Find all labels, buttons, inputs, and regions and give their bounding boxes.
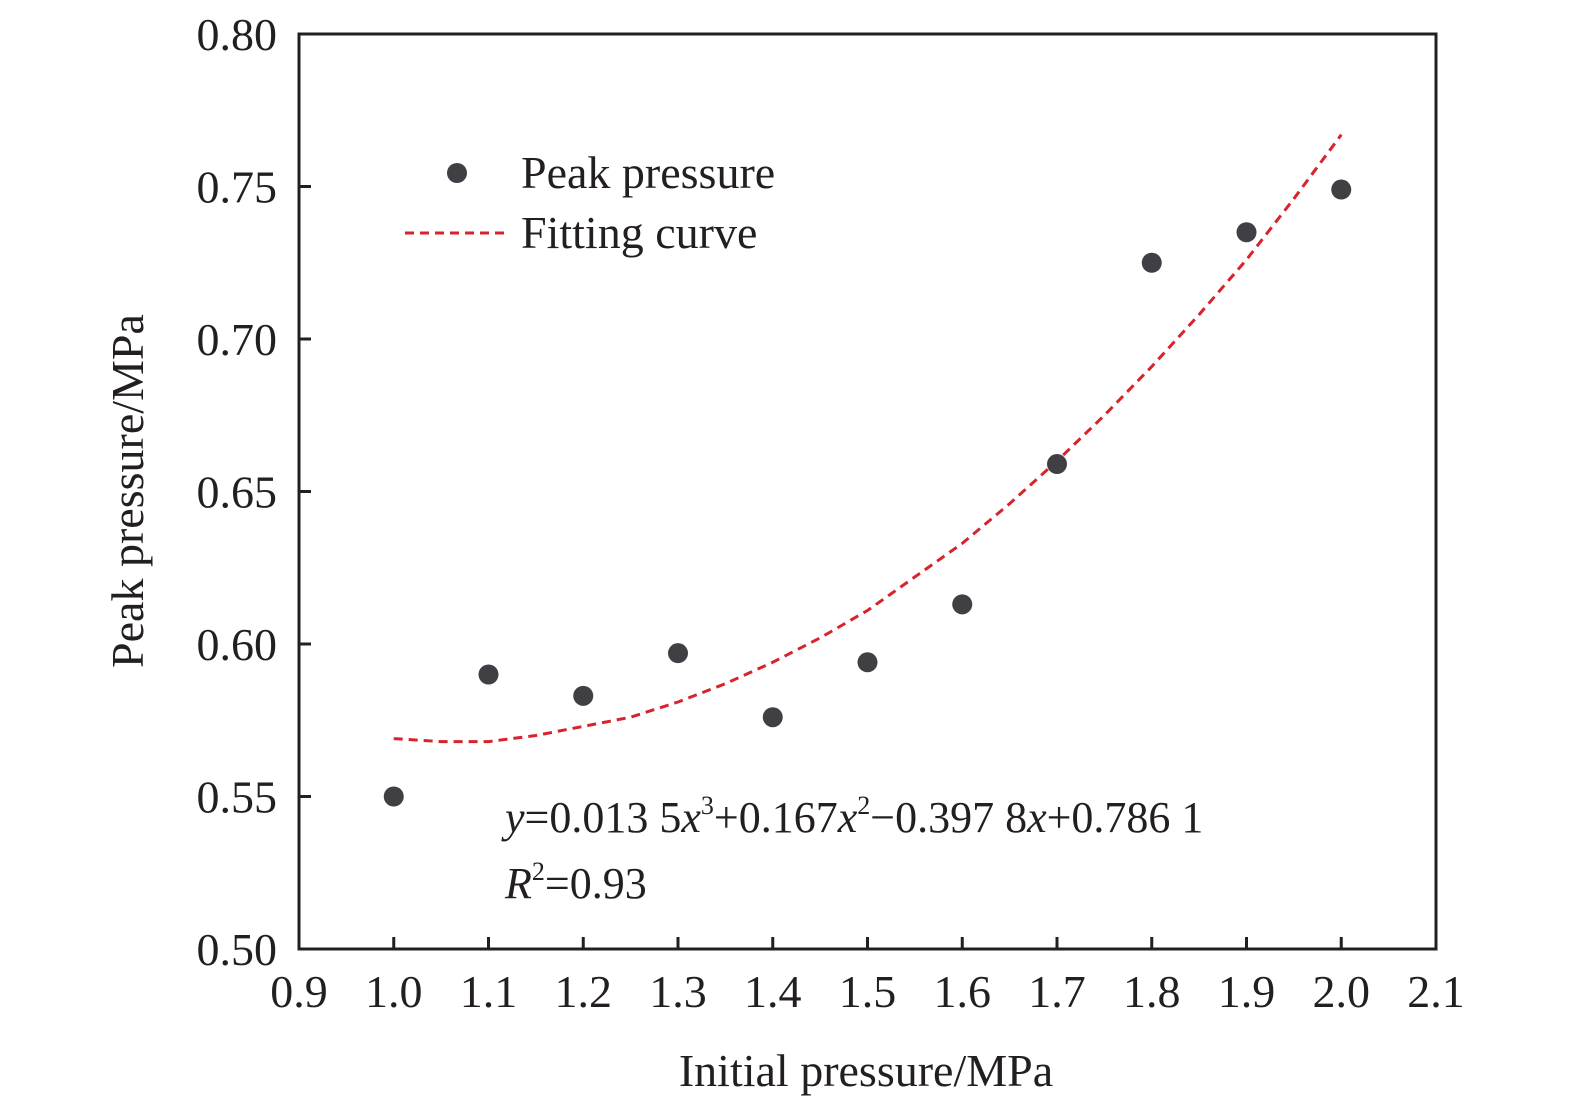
data-point [668,643,688,664]
eq-y-var: y [501,793,525,842]
x-tick-label: 1.3 [649,966,707,1017]
x-tick-label: 1.1 [460,966,518,1017]
x-axis-title: Initial pressure/MPa [679,1045,1053,1096]
data-point [762,707,783,728]
data-point [1047,454,1067,475]
x-tick-label: 1.0 [365,966,423,1017]
x-axis-ticks: 0.9 1.0 1.1 1.2 1.3 1.4 1.5 1.6 1.7 1.8 1.9 2.0 2.1 [270,937,1465,1017]
y-tick-label: 0.75 [197,162,278,213]
eq-part-2: +0.167 [714,793,838,842]
x-tick-label: 2.0 [1313,966,1371,1017]
legend-marker-peak-pressure [447,163,467,183]
legend: Peak pressure Fitting curve [405,147,775,258]
x-tick-label: 1.2 [555,966,613,1017]
data-point [952,594,973,615]
eq-part-3: −0.397 8 [870,793,1027,842]
x-tick-label: 1.4 [744,966,802,1017]
eq-x-var-3: x [1026,793,1047,842]
x-tick-label: 1.7 [1028,966,1086,1017]
eq-x-var-1: x [680,793,701,842]
data-point [857,652,878,673]
y-tick-label: 0.80 [197,9,278,60]
y-axis-title: Peak pressure/MPa [102,314,153,668]
data-point [1331,179,1352,200]
y-tick-label: 0.70 [197,314,278,365]
r2-value: =0.93 [545,859,647,908]
y-tick-label: 0.50 [197,924,278,975]
scatter-points [383,179,1352,807]
eq-exp-2: 2 [857,791,870,820]
legend-label-fitting-curve: Fitting curve [521,207,757,258]
y-tick-label: 0.65 [197,467,278,518]
r2-exp: 2 [532,857,545,886]
r-squared: R2=0.93 [504,857,647,908]
eq-x-var-2: x [837,793,858,842]
legend-label-peak-pressure: Peak pressure [521,147,775,198]
y-tick-label: 0.60 [197,619,278,670]
x-tick-label: 1.8 [1123,966,1181,1017]
y-axis-ticks: 0.50 0.55 0.60 0.65 0.70 0.75 0.80 [197,9,311,975]
data-point [573,685,594,706]
data-point [383,786,404,807]
data-point [478,664,499,685]
r2-var: R [504,859,532,908]
data-point [1141,252,1162,273]
fit-equation: y=0.013 5x3+0.167x2−0.397 8x+0.786 1 [501,791,1203,842]
x-tick-label: 1.9 [1218,966,1276,1017]
x-tick-label: 1.5 [839,966,897,1017]
x-tick-label: 1.6 [934,966,992,1017]
y-tick-label: 0.55 [197,772,278,823]
fitting-curve-line [393,133,1343,744]
eq-part-1: =0.013 5 [525,793,682,842]
x-tick-label: 0.9 [270,966,328,1017]
fitting-curve [393,133,1343,744]
eq-part-4: +0.786 1 [1047,793,1204,842]
data-point [1236,222,1257,243]
eq-exp-3: 3 [701,791,714,820]
x-tick-label: 2.1 [1407,966,1465,1017]
